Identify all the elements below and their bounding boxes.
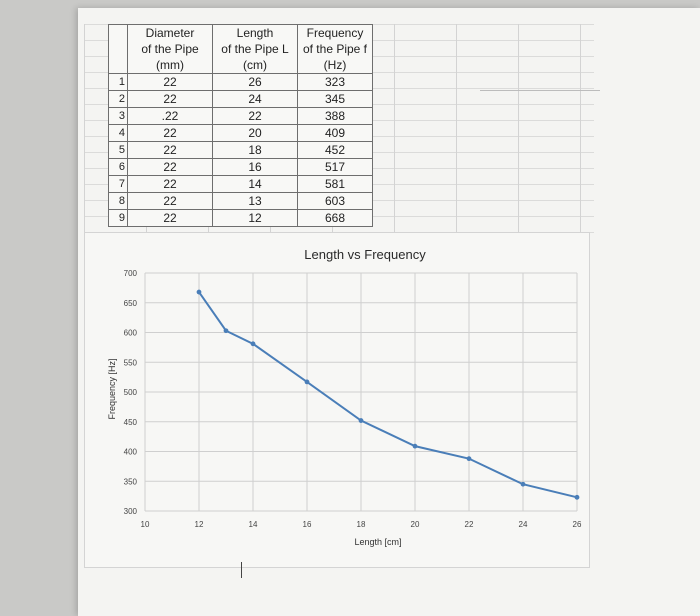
row-index: 6: [108, 158, 128, 176]
y-axis-label: Frequency [Hz]: [107, 358, 117, 419]
data-table: Diameter of the Pipe (mm) Length of the …: [108, 24, 373, 227]
x-tick-label: 16: [303, 520, 312, 529]
x-tick-label: 14: [249, 520, 258, 529]
x-tick-label: 10: [141, 520, 150, 529]
series-polyline: [198, 291, 578, 499]
table-row: 4 22 20 409: [108, 124, 373, 142]
diameter-cell: 22: [127, 141, 213, 159]
diameter-cell: 22: [127, 209, 213, 227]
length-cell: 12: [212, 209, 298, 227]
data-point: [574, 494, 580, 500]
diameter-cell: 22: [127, 192, 213, 210]
diameter-header: Diameter of the Pipe (mm): [127, 24, 213, 74]
length-cell: 24: [212, 90, 298, 108]
data-point: [412, 443, 418, 449]
length-cell: 20: [212, 124, 298, 142]
sheet-rule: [480, 90, 600, 91]
y-tick-label: 450: [124, 418, 138, 427]
y-tick-label: 700: [124, 269, 138, 278]
length-header: Length of the Pipe L (cm): [212, 24, 298, 74]
row-index: 2: [108, 90, 128, 108]
x-tick-label: 24: [519, 520, 528, 529]
row-index: 3: [108, 107, 128, 125]
diameter-cell: .22: [127, 107, 213, 125]
index-header: [108, 24, 128, 74]
length-cell: 18: [212, 141, 298, 159]
diameter-cell: 22: [127, 158, 213, 176]
row-index: 1: [108, 73, 128, 91]
length-cell: 26: [212, 73, 298, 91]
row-index: 9: [108, 209, 128, 227]
frequency-cell: 323: [297, 73, 373, 91]
data-point: [358, 418, 364, 423]
x-tick-label: 26: [573, 520, 582, 529]
chart-area: 300 350 400 450 500 550 600 650 700 10 12 14 16 18 20…: [84, 232, 590, 568]
length-cell: 22: [212, 107, 298, 125]
diameter-cell: 22: [127, 73, 213, 91]
x-axis-label: Length [cm]: [354, 537, 401, 547]
chart-grid: [144, 272, 578, 512]
frequency-cell: 345: [297, 90, 373, 108]
pen-mark: [241, 562, 242, 578]
data-point: [223, 328, 229, 334]
data-point: [304, 379, 310, 385]
table-row: 7 22 14 581: [108, 175, 373, 193]
y-tick-label: 650: [124, 299, 138, 308]
frequency-cell: 581: [297, 175, 373, 193]
line-chart: 300 350 400 450 500 550 600 650 700 10 12 14 16 18 20…: [107, 247, 582, 547]
y-tick-label: 600: [124, 329, 138, 338]
table-row: 5 22 18 452: [108, 141, 373, 159]
table-row: 3 .22 22 388: [108, 107, 373, 125]
frequency-cell: 668: [297, 209, 373, 227]
table-row: 1 22 26 323: [108, 73, 373, 91]
x-tick-label: 12: [195, 520, 204, 529]
row-index: 8: [108, 192, 128, 210]
chart-title: Length vs Frequency: [304, 247, 426, 262]
data-point: [520, 481, 526, 487]
table-row: 9 22 12 668: [108, 209, 373, 227]
y-tick-label: 550: [124, 358, 138, 367]
series-line: [196, 289, 580, 500]
diameter-cell: 22: [127, 175, 213, 193]
frequency-cell: 517: [297, 158, 373, 176]
frequency-cell: 452: [297, 141, 373, 159]
table-row: 8 22 13 603: [108, 192, 373, 210]
row-index: 7: [108, 175, 128, 193]
table-row: 6 22 16 517: [108, 158, 373, 176]
frequency-header: Frequency of the Pipe f (Hz): [297, 24, 373, 74]
y-tick-label: 400: [124, 448, 138, 457]
data-point: [250, 341, 256, 347]
row-index: 4: [108, 124, 128, 142]
diameter-cell: 22: [127, 90, 213, 108]
table-row: 2 22 24 345: [108, 90, 373, 108]
length-cell: 14: [212, 175, 298, 193]
length-cell: 16: [212, 158, 298, 176]
y-tick-label: 500: [124, 388, 138, 397]
x-tick-label: 22: [465, 520, 474, 529]
data-point: [466, 456, 472, 462]
row-index: 5: [108, 141, 128, 159]
y-tick-label: 350: [124, 477, 138, 486]
frequency-cell: 409: [297, 124, 373, 142]
x-tick-labels: 10 12 14 16 18 20 22 24 26: [141, 520, 582, 529]
length-cell: 13: [212, 192, 298, 210]
x-tick-label: 20: [411, 520, 420, 529]
data-point: [196, 289, 202, 295]
table-header-row: Diameter of the Pipe (mm) Length of the …: [108, 24, 373, 74]
x-tick-label: 18: [357, 520, 366, 529]
y-tick-label: 300: [124, 507, 138, 516]
frequency-cell: 603: [297, 192, 373, 210]
frequency-cell: 388: [297, 107, 373, 125]
y-tick-labels: 300 350 400 450 500 550 600 650 700: [124, 269, 138, 516]
diameter-cell: 22: [127, 124, 213, 142]
